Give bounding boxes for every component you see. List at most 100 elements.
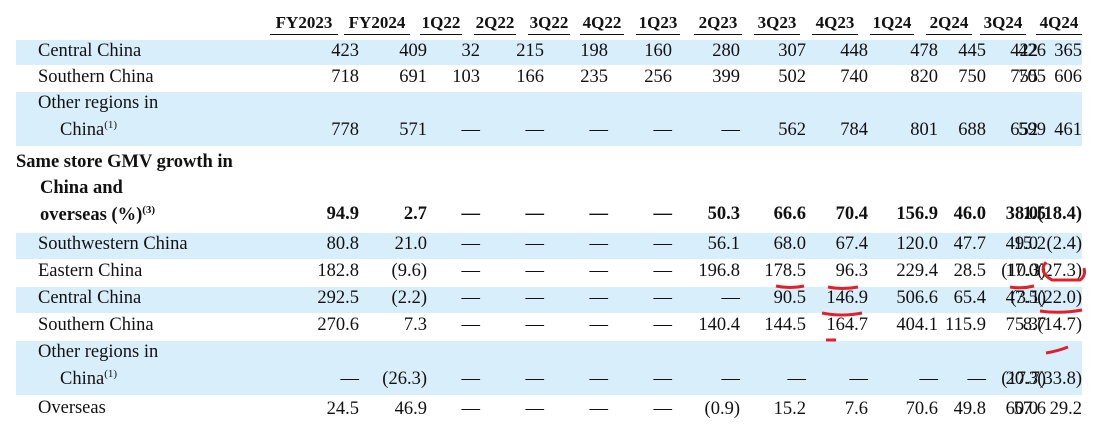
table-row: Central China 423 409 32 215 198 160 280 307 448 4…	[16, 40, 1082, 65]
table-cell: 292.5	[317, 288, 359, 308]
table-row: Eastern China 182.8 (9.6) — — — — 196.8 178.5 96.…	[16, 260, 1082, 286]
table-cell: (18.4)	[1037, 204, 1082, 224]
table-cell: 17.0	[1005, 261, 1038, 281]
table-cell: —	[525, 399, 545, 419]
table-cell: 235	[580, 67, 608, 87]
table-cell: —	[967, 369, 987, 389]
table-cell: 606	[1054, 67, 1082, 87]
table-row: Overseas 24.5 46.9 — — — — (0.9) 15.2 7.6 70.6 49.8…	[16, 397, 1082, 425]
table-cell: (3.1)	[1010, 288, 1046, 308]
table-cell: —	[721, 120, 741, 140]
table-cell: 70.4	[835, 204, 868, 224]
footnote-marker: (1)	[104, 119, 118, 131]
table-cell: 75.3	[1005, 315, 1038, 335]
table-cell: 49.8	[953, 399, 986, 419]
column-header: FY2023	[270, 12, 338, 35]
table-cell: 820	[910, 67, 938, 87]
section-label-text: overseas (%)	[40, 205, 143, 226]
table-cell: 2.7	[403, 204, 427, 224]
table-cell: 49.0	[1005, 234, 1038, 254]
table-cell: 96.3	[835, 261, 868, 281]
row-label: Southern China	[38, 315, 154, 335]
table-row: Other regions in China(1) — (26.3) — — — — — — — — —…	[16, 341, 1082, 395]
column-header: 2Q23	[694, 12, 742, 35]
table-cell: 7.6	[844, 399, 868, 419]
row-label-cont: China(1)	[60, 368, 117, 390]
table-cell: —	[653, 261, 673, 281]
table-cell: 46.0	[953, 204, 986, 224]
table-cell: 66.6	[773, 204, 806, 224]
table-cell: 56.1	[707, 234, 740, 254]
table-cell: —	[589, 261, 609, 281]
column-header: 1Q23	[636, 12, 680, 35]
table-cell: (14.7)	[1037, 315, 1082, 335]
table-cell: —	[461, 261, 481, 281]
column-header: 3Q23	[754, 12, 800, 35]
table-cell: 256	[644, 67, 672, 87]
table-cell: 229.4	[896, 261, 938, 281]
table-cell: —	[525, 234, 545, 254]
table-cell: —	[849, 369, 869, 389]
table-cell: —	[589, 315, 609, 335]
table-cell: 196.8	[698, 261, 740, 281]
table-cell: 67.4	[835, 234, 868, 254]
table-cell: (26.3)	[382, 369, 427, 389]
table-cell: 46.9	[394, 399, 427, 419]
table-cell: 307	[778, 41, 806, 61]
table-cell: 506.6	[896, 288, 938, 308]
column-header: 4Q22	[580, 12, 624, 35]
row-label-text: China	[60, 120, 105, 141]
row-label: Southern China	[38, 67, 154, 87]
table-cell: 198	[580, 41, 608, 61]
table-cell: 801	[910, 120, 938, 140]
row-label: Other regions in	[38, 93, 159, 113]
table-cell: 115.9	[945, 315, 986, 335]
row-label-cont: China(1)	[60, 119, 117, 141]
table-row: Southern China 270.6 7.3 — — — — 140.4 144.5 164.…	[16, 314, 1082, 340]
table-cell: —	[525, 369, 545, 389]
table-cell: —	[589, 288, 609, 308]
table-cell: 156.9	[896, 204, 938, 224]
column-header: FY2024	[344, 12, 410, 35]
table-cell: 166	[516, 67, 544, 87]
table-cell: 7.3	[403, 315, 427, 335]
column-header: 4Q24	[1036, 12, 1082, 35]
column-header: 3Q22	[528, 12, 570, 35]
table-cell: —	[525, 204, 545, 224]
table-cell: —	[461, 315, 481, 335]
footnote-marker: (1)	[104, 368, 118, 380]
table-cell: 15.2	[773, 399, 806, 419]
section-label-text: Same store GMV growth in	[16, 152, 233, 172]
table-cell: (22.0)	[1037, 288, 1082, 308]
table-cell: (2.2)	[391, 288, 427, 308]
section-label: China and	[40, 178, 123, 199]
table-row: Southwestern China 80.8 21.0 — — — — 56.1 68.0 67…	[16, 233, 1082, 259]
row-label-text: China	[60, 369, 105, 390]
table-cell: —	[525, 315, 545, 335]
table-cell: —	[919, 369, 939, 389]
table-cell: —	[721, 288, 741, 308]
table-cell: 28.5	[953, 261, 986, 281]
table-cell: —	[340, 369, 360, 389]
table-row: Other regions in China(1) 778 571 — — — — — 562 78…	[16, 92, 1082, 146]
table-cell: —	[589, 399, 609, 419]
table-cell: —	[525, 120, 545, 140]
table-cell: 778	[331, 120, 359, 140]
table-cell: 146.9	[826, 288, 868, 308]
table-cell: 21.0	[394, 234, 427, 254]
table-cell: 365	[1054, 41, 1082, 61]
table-cell: 60.0	[1005, 399, 1038, 419]
table-cell: —	[589, 369, 609, 389]
table-cell: —	[525, 288, 545, 308]
table-cell: 705	[1018, 67, 1046, 87]
table-cell: —	[589, 120, 609, 140]
column-header: 3Q24	[980, 12, 1026, 35]
table-cell: 270.6	[317, 315, 359, 335]
table-cell: —	[653, 288, 673, 308]
column-header: 4Q23	[812, 12, 858, 35]
table-cell: 562	[778, 120, 806, 140]
footnote-marker: (3)	[142, 204, 156, 216]
table-cell: —	[653, 234, 673, 254]
table-cell: 24.5	[326, 399, 359, 419]
section-row: Same store GMV growth in China and oversea…	[16, 152, 1082, 230]
